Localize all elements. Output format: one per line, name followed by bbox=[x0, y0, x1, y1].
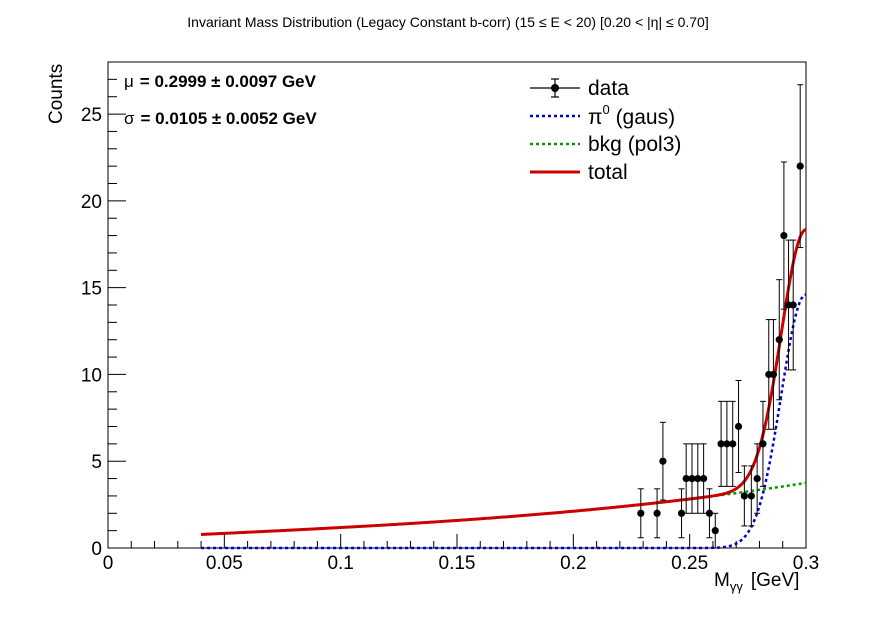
legend-entry-total: total bbox=[530, 161, 628, 184]
data-marker bbox=[747, 492, 755, 500]
data-marker bbox=[637, 509, 645, 517]
y-axis-label: Counts bbox=[46, 64, 67, 124]
y-tick-label: 15 bbox=[81, 279, 102, 300]
legend-pi0-superscript: 0 bbox=[603, 102, 610, 117]
y-axis-title: Counts bbox=[46, 64, 67, 124]
data-point bbox=[705, 488, 714, 539]
data-point bbox=[780, 161, 788, 310]
data-point bbox=[700, 443, 708, 514]
legend-pi0-rest: (gaus) bbox=[610, 106, 675, 129]
data-marker bbox=[729, 440, 737, 448]
x-axis-label-unit: [GeV] bbox=[751, 570, 800, 591]
data-marker bbox=[796, 162, 804, 170]
data-marker bbox=[653, 509, 661, 517]
data-marker bbox=[688, 474, 696, 483]
data-marker bbox=[711, 527, 719, 535]
data-marker bbox=[759, 440, 767, 448]
data-point bbox=[694, 443, 702, 514]
data-marker bbox=[740, 492, 748, 500]
data-point bbox=[740, 465, 748, 527]
data-point bbox=[659, 421, 667, 501]
fit-stats: μ = 0.2999 ± 0.0097 GeV σ = 0.0105 ± 0.005… bbox=[124, 72, 317, 128]
data-marker bbox=[705, 509, 714, 517]
sigma-symbol: σ bbox=[124, 109, 135, 128]
sigma-stat: σ = 0.0105 ± 0.0052 GeV bbox=[124, 109, 317, 128]
plot-frame bbox=[107, 61, 807, 549]
data-point bbox=[747, 465, 755, 527]
data-marker bbox=[734, 422, 743, 431]
data-marker bbox=[753, 474, 761, 483]
data-point bbox=[682, 443, 690, 514]
data-point bbox=[637, 488, 645, 539]
data-point bbox=[734, 380, 743, 473]
data-marker bbox=[780, 231, 788, 240]
sigma-value: = 0.0105 ± 0.0052 GeV bbox=[141, 109, 318, 128]
legend-data-marker bbox=[551, 84, 559, 92]
x-tick-label: 0.05 bbox=[206, 553, 243, 574]
data-point bbox=[759, 400, 767, 487]
data-point bbox=[775, 279, 783, 401]
legend-entry-bkg: bkg (pol3) bbox=[530, 133, 681, 156]
legend-entry-pi0: π0 (gaus) bbox=[530, 102, 675, 129]
x-tick-label: 0.3 bbox=[793, 553, 819, 574]
data-marker bbox=[659, 457, 667, 465]
mu-value: = 0.2999 ± 0.0097 GeV bbox=[140, 72, 317, 91]
data-marker bbox=[789, 301, 797, 309]
x-tick-label: 0.15 bbox=[439, 553, 476, 574]
x-tick-label: 0.1 bbox=[327, 553, 353, 574]
mu-symbol: μ bbox=[124, 72, 134, 91]
chart-title: Invariant Mass Distribution (Legacy Cons… bbox=[187, 14, 708, 30]
legend-total-label: total bbox=[588, 161, 628, 184]
legend-pi0-label: π0 (gaus) bbox=[588, 102, 675, 129]
data-marker bbox=[717, 440, 725, 448]
data-marker bbox=[682, 474, 690, 483]
data-point bbox=[789, 239, 797, 371]
pi0-gaus-curve bbox=[201, 293, 807, 550]
x-axis-label: Mγγ [GeV] bbox=[714, 570, 799, 594]
x-axis-label-subscript: γγ bbox=[730, 579, 744, 594]
data-point bbox=[729, 400, 737, 487]
data-point bbox=[769, 319, 778, 430]
data-point bbox=[711, 512, 719, 549]
data-point bbox=[723, 400, 731, 487]
x-axis-ticks: 0 0.05 0.1 0.15 0.2 0.25 0.3 bbox=[103, 534, 819, 574]
data-point bbox=[796, 84, 804, 249]
data-point bbox=[688, 443, 696, 514]
data-marker bbox=[677, 509, 686, 517]
data-marker bbox=[775, 336, 783, 344]
y-tick-label: 10 bbox=[81, 365, 102, 386]
legend-data-label: data bbox=[588, 77, 629, 100]
data-marker bbox=[769, 370, 778, 379]
data-point bbox=[677, 488, 686, 539]
data-marker bbox=[723, 440, 731, 448]
y-tick-label: 0 bbox=[91, 539, 102, 560]
mu-stat: μ = 0.2999 ± 0.0097 GeV bbox=[124, 72, 317, 91]
y-axis-ticks: 0 5 10 15 20 25 bbox=[81, 61, 126, 560]
x-tick-label: 0.25 bbox=[671, 553, 708, 574]
y-tick-label: 25 bbox=[81, 105, 102, 126]
x-tick-label: 0 bbox=[103, 553, 114, 574]
legend-entry-data: data bbox=[530, 77, 629, 100]
data-point bbox=[717, 400, 725, 487]
data-marker bbox=[694, 474, 702, 483]
data-point bbox=[653, 488, 661, 539]
fit-curves bbox=[201, 228, 807, 550]
legend: data π0 (gaus) bkg (pol3) total bbox=[530, 77, 681, 184]
x-axis-title: Mγγ [GeV] bbox=[714, 570, 799, 594]
data-points bbox=[637, 84, 804, 549]
y-tick-label: 5 bbox=[91, 452, 102, 473]
data-marker bbox=[700, 474, 708, 483]
data-point bbox=[753, 443, 761, 514]
legend-bkg-label: bkg (pol3) bbox=[588, 133, 681, 156]
x-tick-label: 0.2 bbox=[560, 553, 586, 574]
total-fit-curve bbox=[201, 228, 807, 536]
y-tick-label: 20 bbox=[81, 192, 102, 213]
